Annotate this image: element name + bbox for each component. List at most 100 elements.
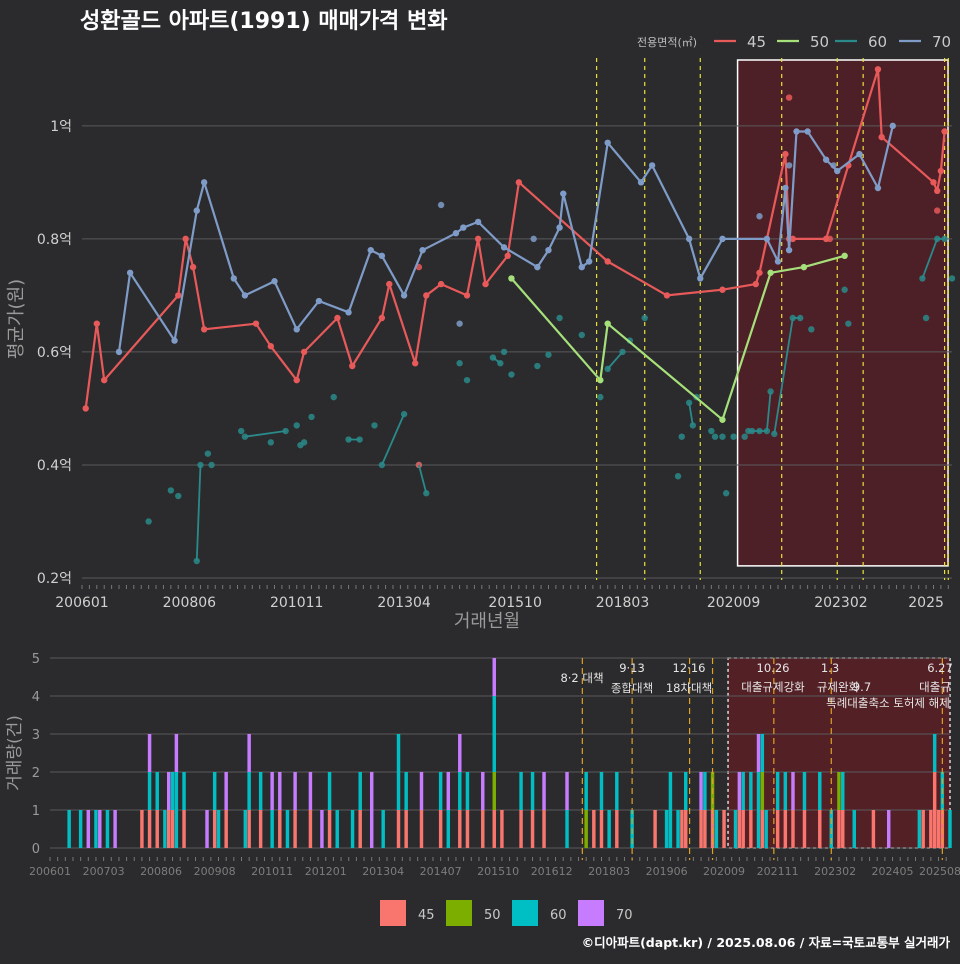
volume-bar-45	[841, 810, 845, 848]
volume-bar-60	[438, 772, 443, 810]
volume-bar-60	[350, 810, 355, 848]
volume-bar-45	[615, 810, 619, 848]
volume-bar-60	[676, 810, 680, 848]
x-tick-label: 200806	[163, 595, 217, 611]
volume-bar-45	[140, 810, 144, 848]
series-70-point	[437, 201, 445, 209]
series-45-point	[789, 235, 797, 243]
volume-bar-60	[917, 810, 922, 848]
series-60-segment	[921, 238, 939, 279]
series-70-point	[804, 128, 811, 135]
chart-title: 성환골드 아파트(1991) 매매가격 변화	[80, 9, 447, 34]
volume-x-tick-label: 201906	[646, 865, 688, 878]
volume-bar-45	[783, 810, 788, 848]
volume-bar-70	[369, 772, 374, 848]
legend-title: 전용면적(㎡)	[637, 36, 697, 49]
series-60-point	[678, 433, 685, 440]
series-70-point	[315, 297, 323, 305]
series-70-point	[115, 348, 123, 356]
volume-bar-60	[458, 772, 462, 810]
volume-bar-45	[599, 810, 604, 848]
series-70-point	[756, 213, 763, 220]
volume-x-tick-label: 200908	[194, 865, 236, 878]
volume-bar-70	[419, 772, 424, 810]
series-45-point	[756, 269, 763, 276]
volume-bar-60	[174, 772, 179, 848]
volume-bar-60	[216, 810, 221, 848]
volume-bar-45	[703, 810, 707, 848]
series-60-segment	[244, 430, 286, 438]
volume-bar-50	[837, 772, 841, 810]
volume-y-tick-label: 2	[32, 766, 40, 781]
volume-bar-45	[465, 810, 470, 848]
bar-legend-label-70: 70	[616, 908, 633, 923]
volume-bar-45	[936, 810, 941, 848]
y-tick-label: 0.4억	[37, 458, 72, 474]
policy-annotation: 특례대출축소 토허제 해제	[826, 696, 950, 710]
volume-bar-70	[446, 772, 451, 810]
series-60-point	[841, 286, 848, 293]
volume-bar-45	[358, 810, 362, 848]
volume-bar-60	[714, 810, 719, 848]
volume-bar-70	[320, 810, 324, 848]
series-70-point	[556, 224, 563, 231]
series-60-point	[330, 393, 337, 401]
y-axis-title: 평균가(원)	[6, 279, 27, 359]
volume-bar-60	[668, 772, 673, 848]
volume-bar-60	[212, 772, 217, 810]
volume-bar-60	[703, 772, 707, 810]
volume-bar-45	[741, 810, 745, 848]
volume-bar-70	[224, 772, 228, 810]
series-45-point	[782, 150, 789, 158]
series-45-point	[604, 258, 611, 265]
series-70-point	[193, 207, 200, 214]
volume-bar-70	[167, 772, 171, 810]
y-tick-label: 0.2억	[37, 571, 72, 587]
volume-bar-60	[664, 810, 669, 848]
policy-annotation: 대출규제강화	[741, 680, 805, 694]
series-45-point	[82, 405, 89, 412]
volume-bar-70	[565, 772, 569, 810]
volume-bar-60	[615, 772, 619, 810]
series-45-point	[463, 292, 471, 299]
series-60-point	[845, 320, 852, 327]
series-70-point	[400, 292, 408, 299]
volume-bar-45	[419, 810, 424, 848]
series-60-point	[545, 351, 552, 358]
volume-bar-45	[932, 772, 937, 848]
x-tick-label: 202009	[707, 595, 760, 611]
volume-bar-45	[592, 810, 596, 848]
series-70-point	[200, 179, 208, 186]
x-axis-title: 거래년월	[454, 611, 520, 632]
bar-legend-label-45: 45	[418, 908, 435, 923]
series-70-point	[378, 252, 386, 260]
volume-bar-45	[247, 810, 251, 848]
volume-bar-70	[308, 772, 313, 810]
volume-bar-60	[733, 810, 738, 848]
volume-bar-45	[492, 810, 496, 848]
volume-bar-70	[98, 810, 102, 848]
series-70-point	[126, 269, 134, 276]
volume-bar-60	[105, 810, 110, 848]
volume-x-tick-label: 202405	[872, 865, 914, 878]
policy-annotation: 9·13	[619, 661, 645, 675]
series-60-point	[456, 360, 463, 367]
series-45-point	[93, 320, 101, 327]
volume-bar-45	[404, 810, 408, 848]
volume-bar-60	[749, 772, 753, 810]
volume-bar-45	[438, 810, 443, 848]
series-45-point	[411, 360, 419, 367]
volume-bar-60	[764, 810, 768, 848]
series-60-point	[293, 422, 300, 429]
volume-bar-60	[584, 772, 588, 810]
volume-bar-45	[680, 810, 684, 848]
volume-bar-45	[155, 810, 159, 848]
series-60-segment	[492, 356, 501, 364]
series-70-point	[719, 235, 726, 243]
highlight-region	[736, 59, 949, 567]
series-60-point	[534, 362, 541, 370]
series-70-point	[648, 162, 656, 169]
series-45-point	[293, 376, 300, 384]
series-60-point	[711, 433, 719, 440]
